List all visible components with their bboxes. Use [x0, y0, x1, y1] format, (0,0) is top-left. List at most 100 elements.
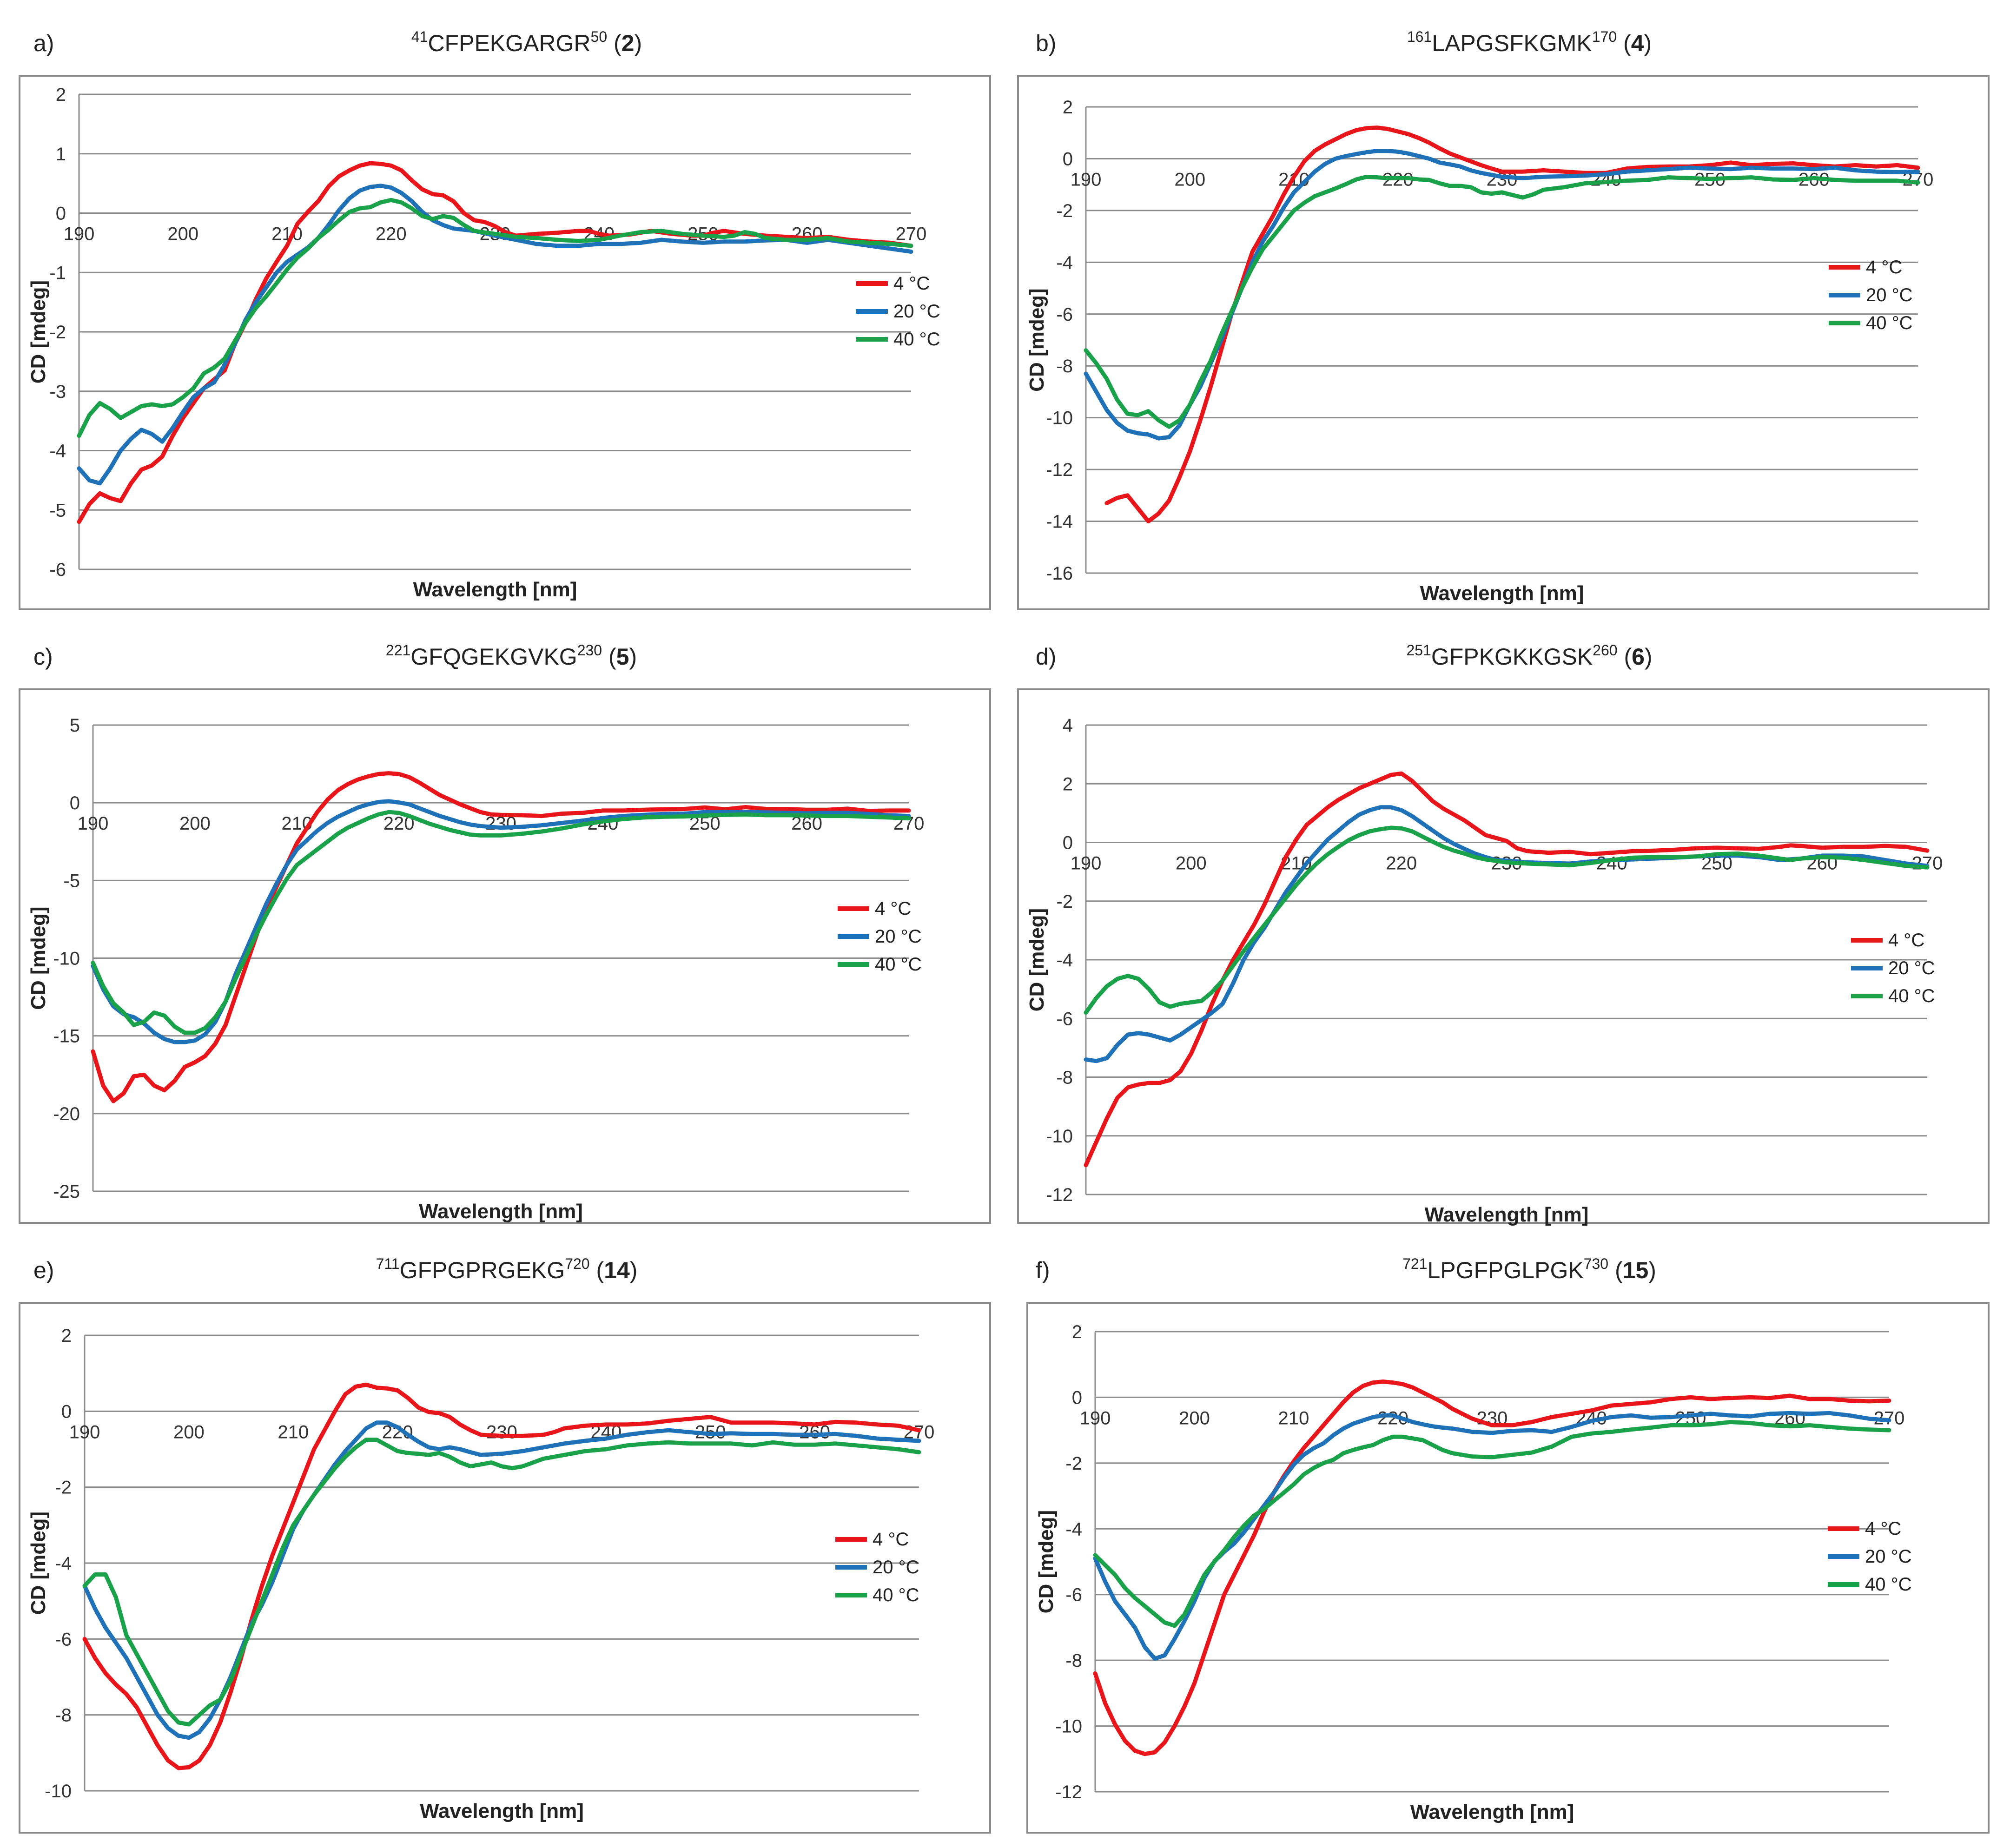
legend-label: 20 °C: [1888, 958, 1935, 978]
y-tick-label: -15: [53, 1026, 80, 1047]
y-tick-label: 0: [1063, 833, 1073, 853]
x-tick-label: 190: [1071, 169, 1102, 190]
chart-title: 221GFQGEKGVKG230 (5): [386, 642, 637, 670]
legend-label: 20 °C: [893, 301, 940, 322]
title-superscript-start: 161: [1407, 28, 1432, 45]
legend-label: 4 °C: [1866, 257, 1902, 277]
title-superscript-start: 711: [376, 1255, 400, 1272]
title-superscript-end: 50: [591, 28, 608, 45]
y-tick-label: 2: [61, 1326, 72, 1346]
legend-label: 20 °C: [873, 1557, 919, 1577]
title-superscript-end: 730: [1584, 1255, 1608, 1272]
series-line-40c: [91, 810, 911, 1035]
series-line-40c: [1084, 174, 1920, 429]
y-tick-label: -4: [1065, 1519, 1082, 1539]
y-tick-label: -10: [45, 1781, 72, 1802]
y-tick-label: -4: [49, 441, 66, 462]
series-line-40c: [82, 1438, 921, 1727]
x-tick-label: 210: [1278, 1408, 1309, 1428]
y-tick-label: -2: [49, 322, 66, 343]
y-tick-label: -4: [55, 1553, 72, 1574]
y-tick-label: -6: [1056, 304, 1073, 325]
chart-title: 721LPGFPGLPGK730 (15): [1402, 1255, 1656, 1283]
title-paren-close: ): [1644, 30, 1652, 56]
y-tick-label: 0: [61, 1401, 72, 1422]
y-tick-label: 1: [56, 144, 66, 165]
y-tick-label: -3: [49, 382, 66, 402]
y-tick-label: -2: [1056, 891, 1073, 912]
chart-title: 41CFPEKGARGR50 (2): [411, 28, 642, 56]
title-compound-number: 4: [1631, 30, 1644, 56]
series-line-40c: [1084, 825, 1930, 1015]
y-tick-label: -6: [55, 1629, 72, 1650]
series-line-4c: [1084, 771, 1930, 1168]
y-axis-label: CD [mdeg]: [27, 906, 50, 1010]
y-tick-label: -8: [1065, 1650, 1082, 1671]
x-tick-label: 200: [1176, 853, 1207, 874]
series-line-40c: [77, 198, 913, 438]
x-axis-label: Wavelength [nm]: [1420, 582, 1584, 605]
y-tick-label: -1: [49, 263, 66, 283]
y-tick-label: -14: [1046, 512, 1073, 532]
series-line-20c: [82, 1420, 921, 1740]
title-superscript-start: 221: [386, 642, 410, 659]
legend-label: 40 °C: [875, 954, 922, 975]
title-paren-close: ): [1648, 1257, 1656, 1283]
y-tick-label: -20: [53, 1104, 80, 1124]
title-paren-open: (: [602, 644, 616, 670]
y-tick-label: -6: [49, 560, 66, 580]
panel-letter: a): [33, 30, 54, 56]
legend-label: 4 °C: [875, 898, 911, 919]
legend-label: 40 °C: [1865, 1574, 1912, 1595]
y-axis-label: CD [mdeg]: [1035, 1510, 1058, 1613]
legend-label: 40 °C: [873, 1585, 919, 1605]
chart-panel-1: b) 161LAPGSFKGMK170 (4) -16 -14 -12 -10 -8 -6 -4…: [1017, 28, 1990, 610]
panel-frame: [19, 75, 991, 610]
title-paren-close: ): [630, 1257, 638, 1283]
legend-label: 4 °C: [873, 1529, 909, 1550]
y-tick-label: -4: [1056, 252, 1073, 273]
x-tick-label: 200: [1174, 169, 1205, 190]
x-tick-label: 190: [1071, 853, 1102, 874]
y-tick-label: -25: [53, 1181, 80, 1202]
y-tick-label: 0: [1072, 1387, 1082, 1408]
legend-label: 40 °C: [1888, 986, 1935, 1006]
y-tick-label: 5: [70, 715, 80, 736]
legend-label: 4 °C: [1865, 1518, 1901, 1539]
title-paren-open: (: [590, 1257, 604, 1283]
legend-label: 40 °C: [893, 329, 940, 350]
y-axis-label: CD [mdeg]: [1025, 288, 1048, 391]
y-axis-label: CD [mdeg]: [27, 1511, 50, 1615]
chart-panel-3: d) 251GFPKGKKGSK260 (6) -12 -10 -8 -6 -4 -2 0 2 4 1…: [1017, 642, 1990, 1226]
x-tick-label: 200: [167, 224, 198, 244]
y-tick-label: 0: [70, 793, 80, 813]
series-line-4c: [91, 771, 911, 1103]
y-tick-label: -8: [55, 1705, 72, 1726]
y-tick-label: -2: [55, 1478, 72, 1498]
y-tick-label: -6: [1065, 1585, 1082, 1605]
chart-panel-2: c) 221GFQGEKGVKG230 (5) -25 -20 -15 -10 -5 0 5 19…: [19, 642, 991, 1224]
y-tick-label: -10: [53, 949, 80, 969]
panel-letter: c): [33, 644, 53, 670]
series-line-4c: [1093, 1379, 1891, 1756]
title-sequence: GFPGPRGEKG: [400, 1257, 565, 1283]
title-compound-number: 5: [616, 644, 629, 670]
title-superscript-end: 230: [577, 642, 602, 659]
title-sequence: LPGFPGLPGK: [1427, 1257, 1583, 1283]
title-paren-close: ): [634, 30, 642, 56]
series-line-20c: [77, 184, 913, 486]
x-axis-label: Wavelength [nm]: [413, 578, 577, 601]
chart-title: 711GFPGPRGEKG720 (14): [376, 1255, 638, 1283]
panel-frame: [19, 1302, 991, 1834]
y-tick-label: -10: [1055, 1716, 1082, 1737]
y-axis-label: CD [mdeg]: [1025, 908, 1048, 1011]
title-compound-number: 15: [1623, 1257, 1649, 1283]
series-line-40c: [1093, 1420, 1891, 1628]
legend-label: 20 °C: [1866, 285, 1913, 305]
series-line-4c: [82, 1382, 921, 1770]
chart-panel-4: e) 711GFPGPRGEKG720 (14) -10 -8 -6 -4 -2 0 2 190 2…: [19, 1255, 991, 1834]
title-paren-close: ): [1645, 644, 1653, 670]
x-tick-label: 190: [64, 224, 95, 244]
x-axis-label: Wavelength [nm]: [419, 1200, 583, 1223]
